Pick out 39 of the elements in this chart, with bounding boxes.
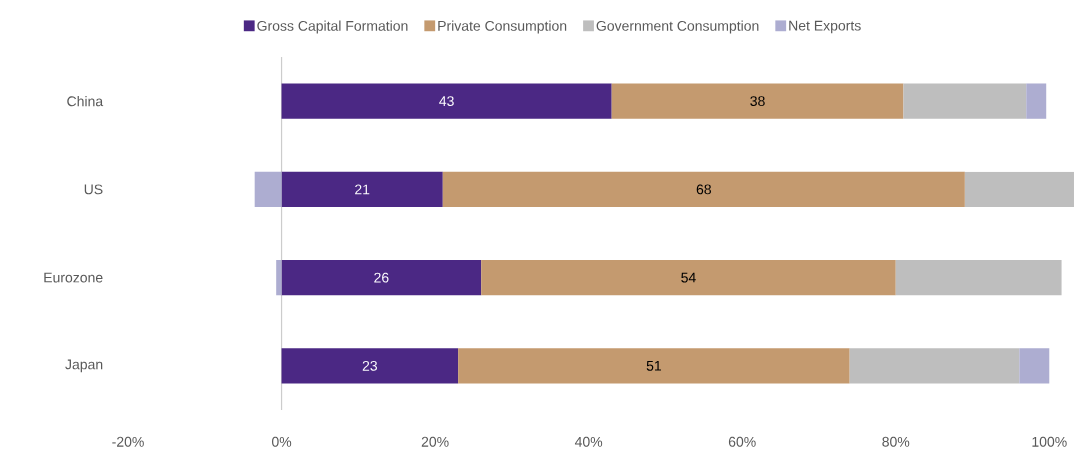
bar [458, 348, 850, 384]
legend-label: Net Exports [789, 20, 861, 34]
bar [849, 348, 1020, 384]
data-label: 21 [355, 184, 370, 195]
x-tick-label: 80% [882, 436, 910, 447]
x-tick-label: 100% [1032, 436, 1067, 447]
bar [1026, 83, 1047, 119]
bar [903, 83, 1027, 119]
bar [281, 348, 459, 384]
data-label: 68 [696, 184, 711, 195]
x-tick-label: 20% [421, 436, 449, 447]
bar [964, 171, 1074, 208]
bar [281, 171, 443, 208]
y-tick-label: Eurozone [44, 272, 103, 283]
data-label: 51 [646, 360, 662, 371]
data-label: 43 [439, 96, 454, 107]
bar [1019, 348, 1050, 384]
bar [895, 259, 1062, 296]
bar [276, 259, 282, 296]
data-label: 23 [362, 360, 378, 371]
x-tick-label: -20% [112, 436, 144, 447]
data-label: 54 [681, 272, 696, 283]
legend-label: Gross Capital Formation [257, 20, 408, 34]
bar [611, 83, 904, 119]
bar [481, 259, 896, 296]
data-label: 38 [750, 96, 765, 107]
legend-label: Private Consumption [438, 20, 567, 34]
bar [442, 171, 965, 208]
bar [281, 83, 612, 119]
bar [254, 171, 282, 208]
bar [281, 259, 482, 296]
legend-label: Government Consumption [596, 20, 759, 34]
x-tick-label: 0% [271, 436, 292, 447]
x-tick-label: 60% [728, 436, 756, 447]
y-tick-label: China [67, 95, 104, 107]
y-tick-label: Japan [65, 359, 103, 373]
y-tick-label: US [84, 184, 103, 195]
x-tick-label: 40% [574, 436, 603, 447]
data-label: 26 [374, 272, 389, 283]
